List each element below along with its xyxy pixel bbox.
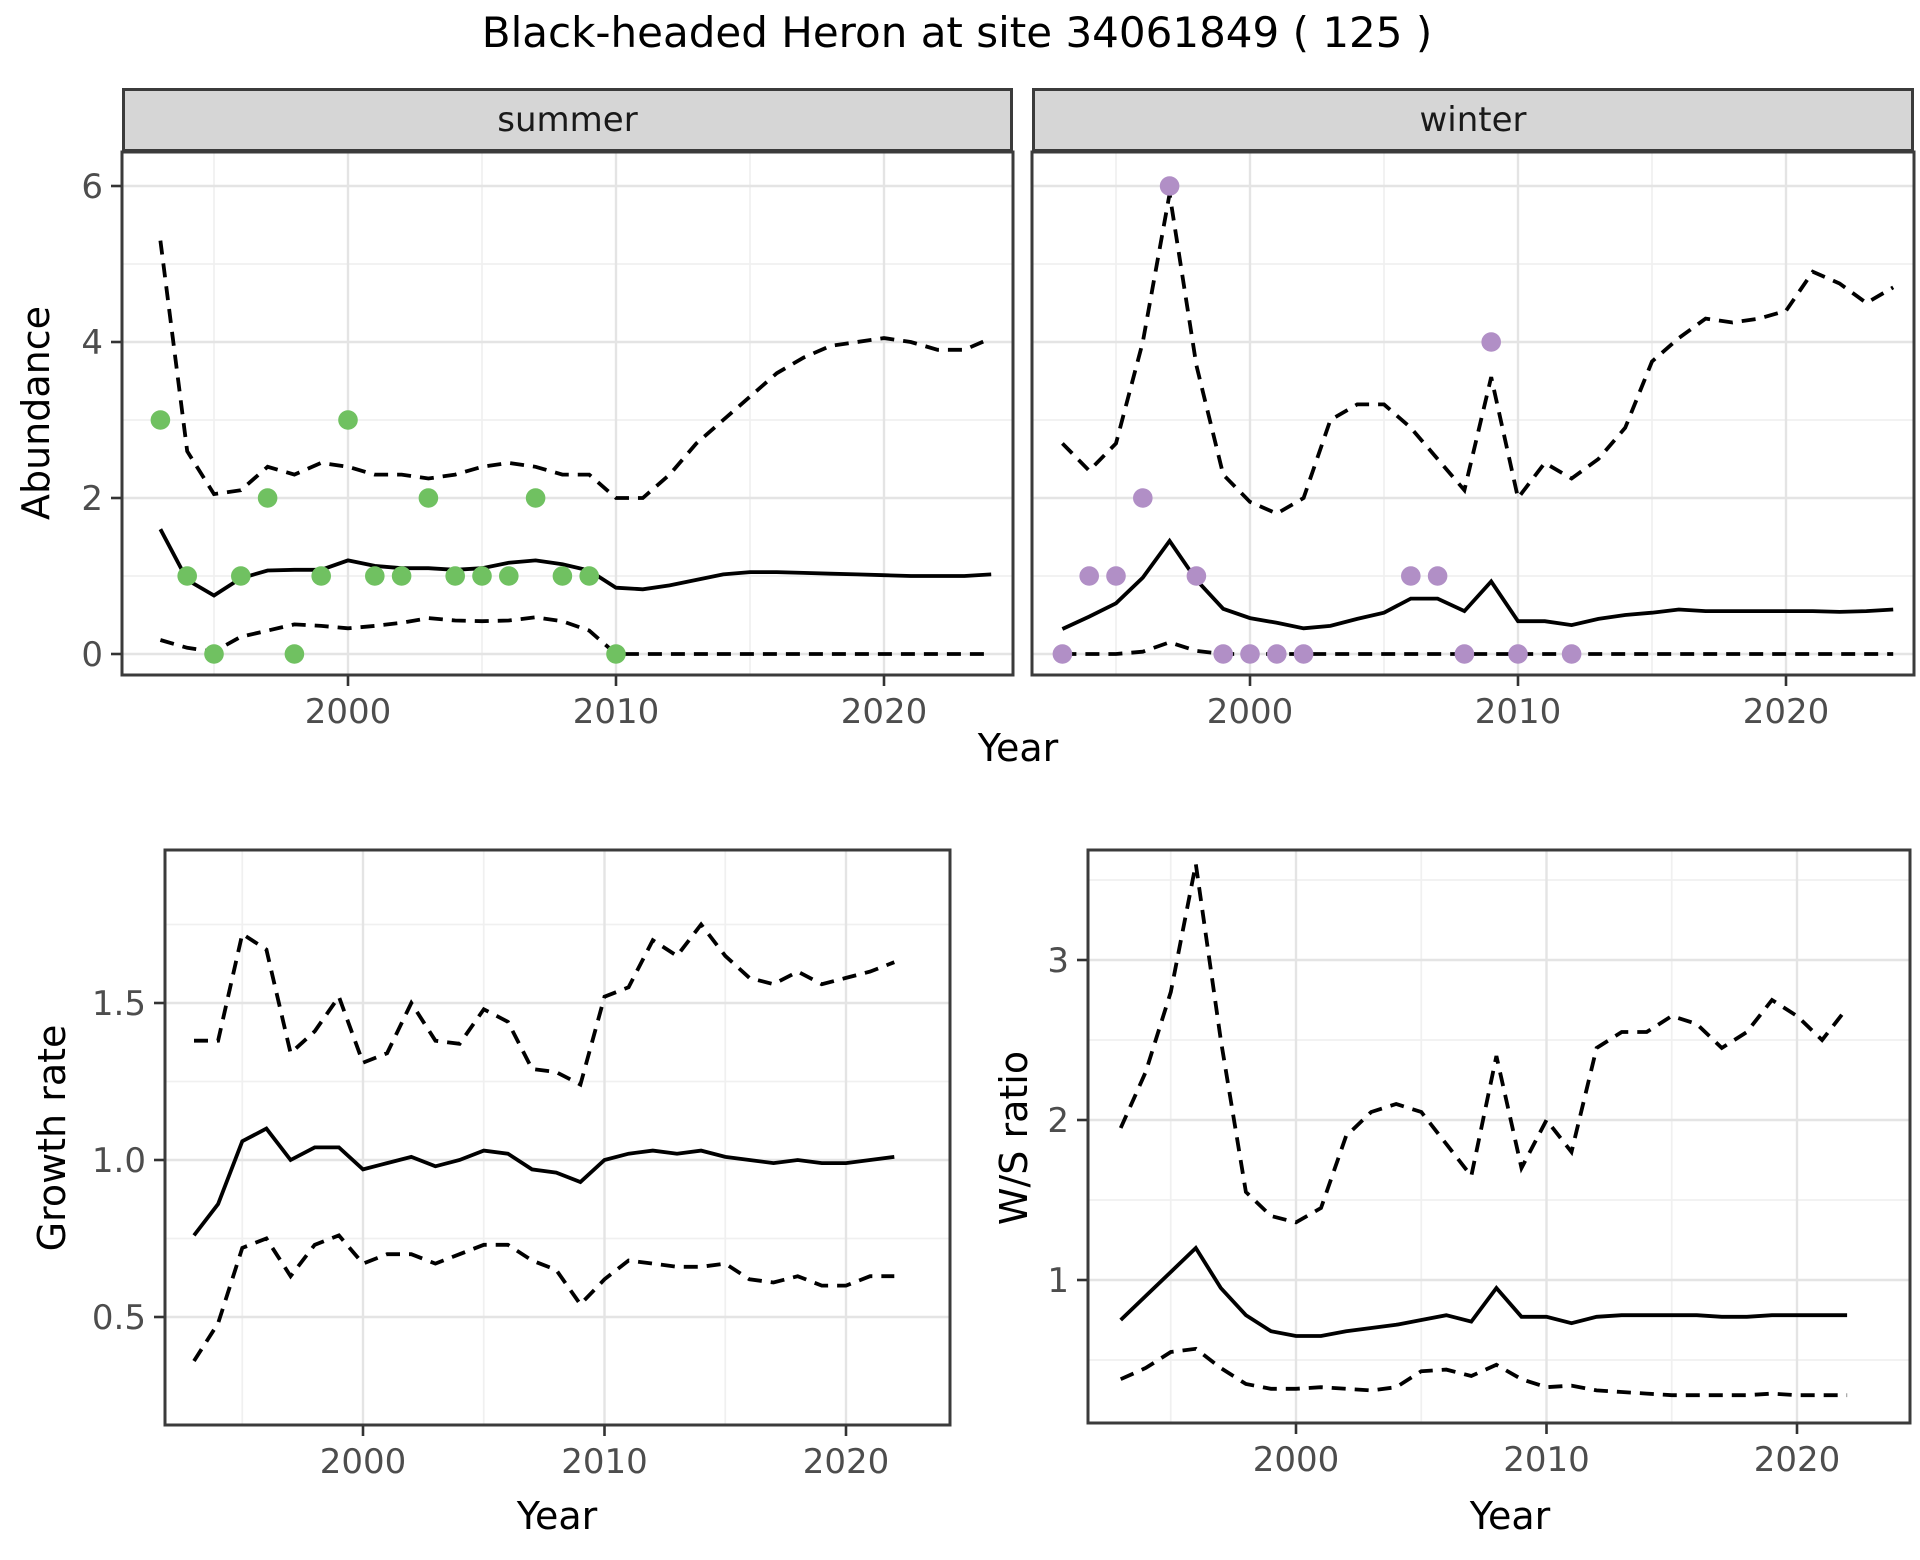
abundance_winter-upper_ci-line xyxy=(1061,193,1895,516)
abundance_summer-x-tick-label: 2010 xyxy=(573,692,660,732)
observed_counts_summer-dot xyxy=(579,566,599,586)
growth_rate-lower_ci-line xyxy=(192,1233,895,1363)
observed_counts_summer-dot xyxy=(418,488,439,508)
ws_ratio-x-tick-label: 2020 xyxy=(1754,1440,1841,1480)
observed_counts_summer-dot xyxy=(606,644,626,664)
panel-ws_ratio: 2000 2010 2020 1 2 3 xyxy=(1047,848,1912,1480)
observed_counts_winter-dot xyxy=(1159,176,1180,196)
growth_rate-y-tick-label: 1.0 xyxy=(92,1141,146,1181)
observed_counts_summer-dot xyxy=(552,566,573,586)
observed_counts_summer-dot xyxy=(445,566,466,586)
growth_rate-y-tick-label: 0.5 xyxy=(92,1298,146,1338)
observed_counts_winter-dot xyxy=(1267,644,1287,664)
abundance_winter-x-tick-label: 2000 xyxy=(1207,692,1294,732)
observed_counts_winter-dot xyxy=(1186,566,1207,586)
panel-abundance_winter: 2000 2010 2020 xyxy=(1030,150,1916,732)
observed_counts_winter-dot xyxy=(1052,644,1073,664)
ws_ratio-median-line xyxy=(1119,1245,1848,1338)
facet-strip-winter-label: winter xyxy=(1419,100,1527,140)
facet-strip-winter: winter xyxy=(1032,88,1914,152)
panel-growth_rate: 2000 2010 2020 0.5 1.0 1.5 xyxy=(92,848,952,1482)
abundance_summer-x-tick-label: 2000 xyxy=(305,692,392,732)
observed_counts_summer-dot xyxy=(338,410,358,430)
observed_counts_winter-dot xyxy=(1427,566,1448,586)
abundance_winter-lower_ci-line xyxy=(1062,640,1894,656)
x-axis-label-year-top: Year xyxy=(977,726,1059,770)
observed_counts_winter-dot xyxy=(1133,488,1153,508)
observed_counts_summer-dot xyxy=(365,566,385,586)
abundance_summer-y-tick-label: 4 xyxy=(81,323,103,363)
observed_counts_summer-dot xyxy=(231,566,251,586)
observed_counts_winter-dot xyxy=(1293,644,1314,664)
observed_counts_summer-dot xyxy=(150,410,171,430)
ws_ratio-y-tick-label: 1 xyxy=(1047,1261,1069,1301)
growth_rate-upper_ci-line xyxy=(194,921,895,1088)
x-axis-label-year-growth: Year xyxy=(516,1494,598,1538)
observed_counts_winter-dot xyxy=(1454,644,1475,664)
observed_counts_summer-dot xyxy=(284,644,305,664)
facet-strip-summer: summer xyxy=(122,88,1013,152)
observed_counts_summer-dot xyxy=(391,566,412,586)
observed_counts_winter-dot xyxy=(1508,644,1528,664)
abundance_summer-y-tick-label: 2 xyxy=(81,479,103,519)
observed_counts_winter-dot xyxy=(1401,566,1421,586)
chart-title: Black-headed Heron at site 34061849 ( 12… xyxy=(481,8,1433,57)
y-axis-label-abundance: Abundance xyxy=(14,305,58,521)
observed_counts_winter-dot xyxy=(1106,566,1126,586)
x-axis-label-year-ws: Year xyxy=(1469,1494,1551,1538)
facet-strip-summer-label: summer xyxy=(497,100,638,140)
ws_ratio-y-tick-label: 3 xyxy=(1047,941,1069,981)
observed_counts_summer-dot xyxy=(257,488,278,508)
growth_rate-x-tick-label: 2010 xyxy=(561,1442,648,1482)
observed_counts_summer-dot xyxy=(311,566,332,586)
y-axis-label-growth-rate: Growth rate xyxy=(30,1024,74,1252)
abundance_summer-lower_ci-line xyxy=(159,615,992,656)
observed_counts_winter-dot xyxy=(1213,644,1233,664)
observed_counts_summer-dot xyxy=(499,566,519,586)
abundance_summer-y-tick-label: 6 xyxy=(81,167,103,207)
abundance_summer-median-line xyxy=(158,528,992,598)
ws_ratio-lower_ci-line xyxy=(1119,1346,1848,1398)
observed_counts_summer-dot xyxy=(525,488,546,508)
ws_ratio-x-tick-label: 2010 xyxy=(1503,1440,1590,1480)
y-axis-label-ws-ratio: W/S ratio xyxy=(992,1050,1036,1226)
abundance_summer-upper_ci-line xyxy=(158,240,992,500)
growth_rate-x-tick-label: 2000 xyxy=(320,1442,407,1482)
observed_counts_winter-dot xyxy=(1561,644,1582,664)
ws_ratio-y-tick-label: 2 xyxy=(1047,1101,1069,1141)
growth_rate-y-tick-label: 1.5 xyxy=(92,984,146,1024)
ws_ratio-x-tick-label: 2000 xyxy=(1253,1440,1340,1480)
growth_rate-median-line xyxy=(192,1126,895,1237)
panel-abundance_summer: 2000 2010 2020 0 2 4 6 xyxy=(81,150,1015,732)
observed_counts_winter-dot xyxy=(1079,566,1099,586)
observed_counts_summer-dot xyxy=(177,566,197,586)
ws_ratio-upper_ci-line xyxy=(1118,863,1849,1225)
observed_counts_summer-dot xyxy=(472,566,492,586)
abundance_summer-x-tick-label: 2020 xyxy=(841,692,928,732)
observed_counts_summer-dot xyxy=(204,644,224,664)
observed_counts_winter-dot xyxy=(1240,644,1260,664)
growth_rate-x-tick-label: 2020 xyxy=(803,1442,890,1482)
abundance_winter-x-tick-label: 2010 xyxy=(1475,692,1562,732)
abundance_winter-x-tick-label: 2020 xyxy=(1743,692,1830,732)
abundance_summer-y-tick-label: 0 xyxy=(81,635,103,675)
observed_counts_winter-dot xyxy=(1481,332,1501,352)
